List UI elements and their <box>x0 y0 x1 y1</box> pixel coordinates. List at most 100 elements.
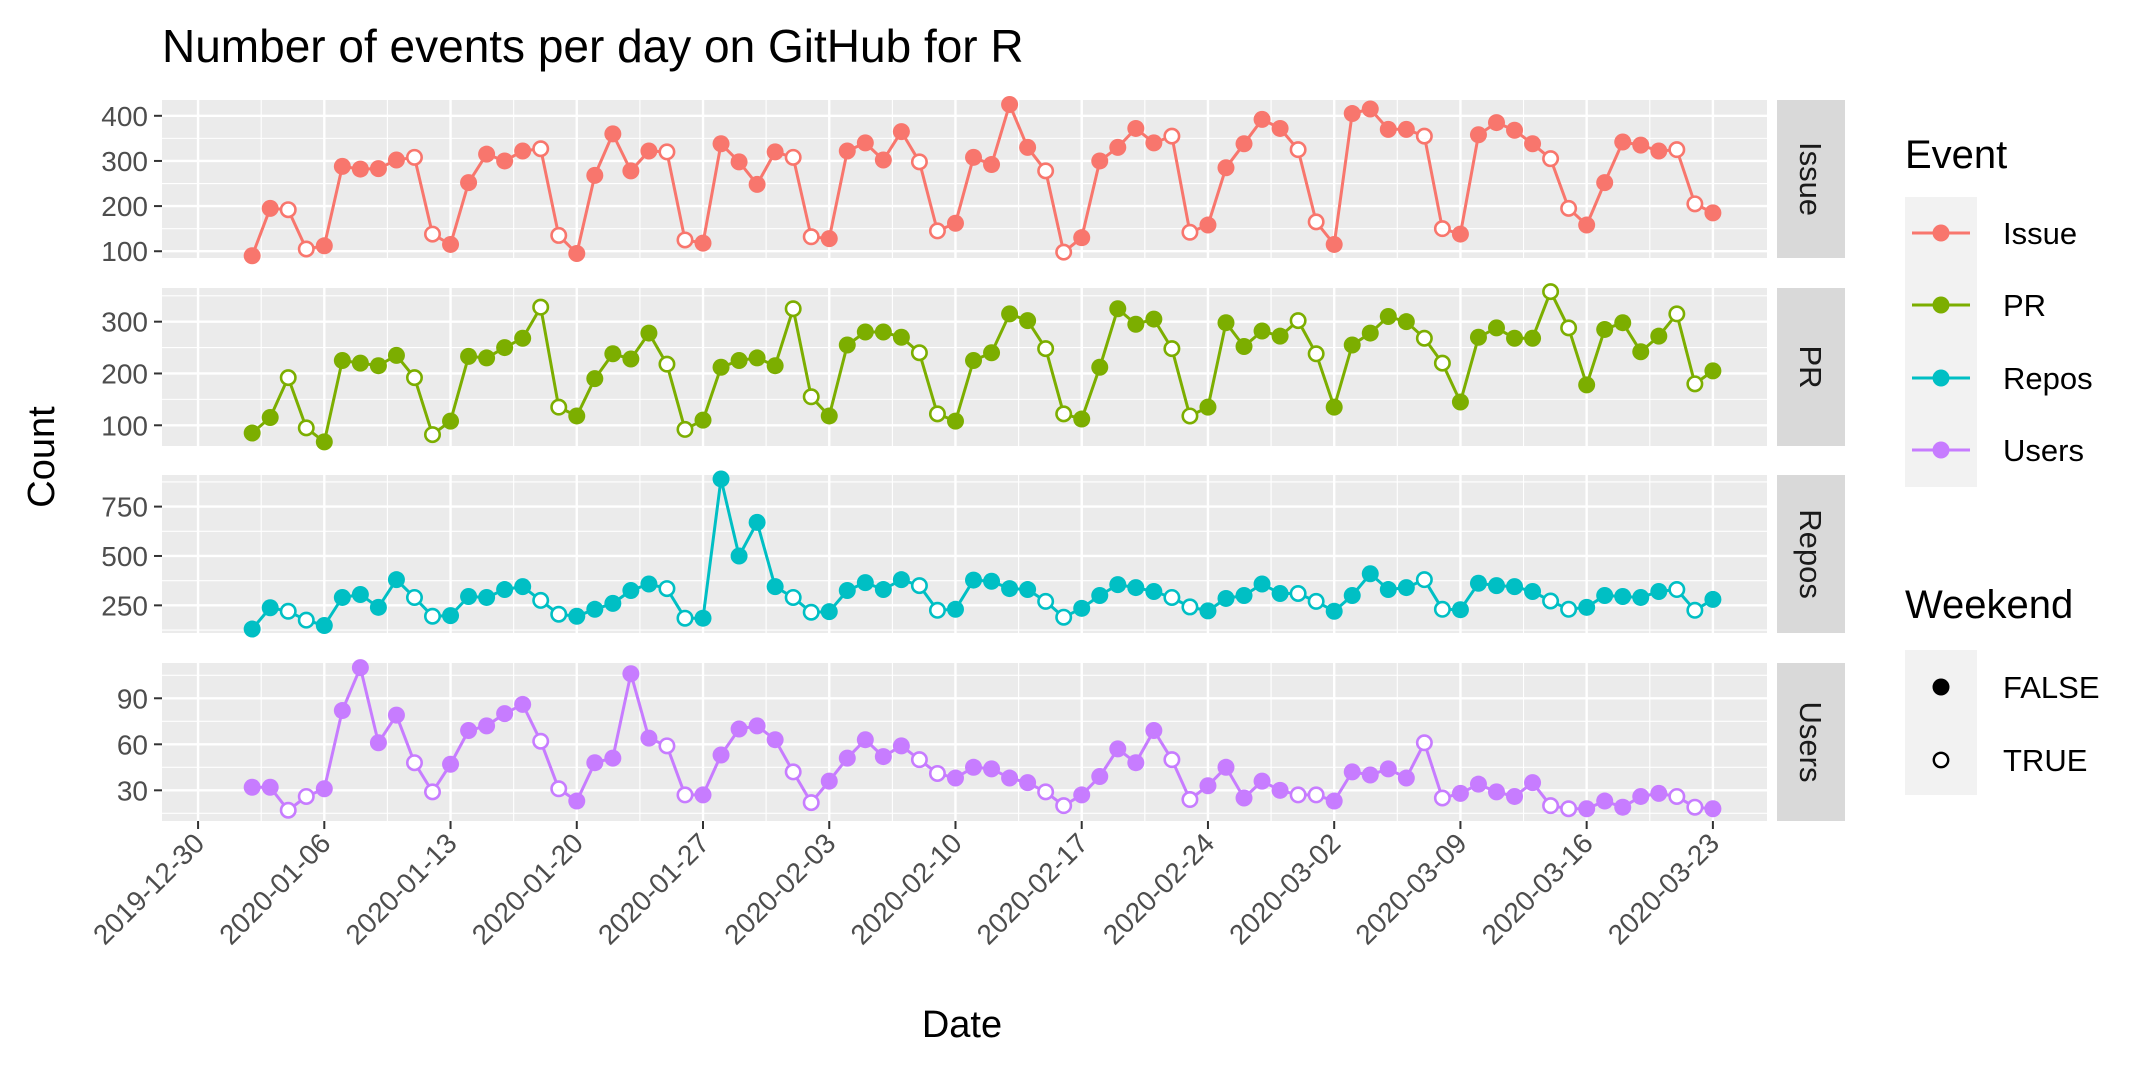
data-point <box>622 162 640 180</box>
data-point <box>640 575 658 593</box>
data-point <box>1145 721 1163 739</box>
data-point-weekend <box>532 140 550 158</box>
data-point <box>965 758 983 776</box>
data-point-weekend <box>405 148 423 166</box>
data-point <box>766 578 784 596</box>
data-point <box>730 153 748 171</box>
data-point <box>946 214 964 232</box>
x-axis-title: Date <box>922 1004 1002 1046</box>
data-point-weekend <box>1181 407 1199 425</box>
data-point <box>243 424 261 442</box>
chart-title: Number of events per day on GitHub for R <box>162 20 1024 72</box>
strip-background <box>1777 100 1845 258</box>
data-point <box>514 578 532 596</box>
data-point <box>1199 777 1217 795</box>
data-point <box>1451 225 1469 243</box>
data-point-weekend <box>424 783 442 801</box>
x-tick-label: 2020-02-10 <box>845 827 968 950</box>
y-axis-title: Count <box>21 406 63 508</box>
data-point <box>604 125 622 143</box>
data-point <box>442 607 460 625</box>
data-point-weekend <box>1542 283 1560 301</box>
data-point <box>748 717 766 735</box>
data-point-weekend <box>658 580 676 598</box>
data-point <box>1397 579 1415 597</box>
data-point <box>604 345 622 363</box>
data-point <box>1578 216 1596 234</box>
data-point <box>1578 800 1596 818</box>
data-point <box>369 734 387 752</box>
data-point-weekend <box>1289 141 1307 159</box>
x-tick-label: 2020-03-16 <box>1476 827 1599 950</box>
data-point-weekend <box>550 780 568 798</box>
data-point <box>387 151 405 169</box>
data-point-weekend <box>532 732 550 750</box>
legend-label: Users <box>2003 433 2084 468</box>
y-tick-label: 200 <box>101 191 148 222</box>
data-point <box>1469 328 1487 346</box>
legend-key-background <box>1905 650 1977 795</box>
series-line-pr <box>251 290 1714 444</box>
panel-pr: 100 200 300 PR <box>101 283 1845 451</box>
data-point-weekend <box>405 754 423 772</box>
data-point-weekend <box>928 222 946 240</box>
strip-label: Repos <box>1793 509 1828 599</box>
data-point <box>1379 307 1397 325</box>
data-point <box>478 349 496 367</box>
data-point <box>712 358 730 376</box>
data-point-weekend <box>1163 127 1181 145</box>
data-point <box>1109 138 1127 156</box>
data-point <box>604 594 622 612</box>
data-point-weekend <box>676 786 694 804</box>
legend-entry-users: Users <box>1912 433 2084 468</box>
data-point <box>1614 133 1632 151</box>
data-point-weekend <box>910 751 928 769</box>
data-point <box>622 582 640 600</box>
strip-background <box>1777 475 1845 633</box>
data-point <box>1704 362 1722 380</box>
data-point <box>568 244 586 262</box>
data-point <box>1397 769 1415 787</box>
data-point <box>1109 300 1127 318</box>
data-point-weekend <box>1181 791 1199 809</box>
data-point-weekend <box>784 300 802 318</box>
data-point-weekend <box>550 226 568 244</box>
data-point-weekend <box>1686 195 1704 213</box>
legend-label: Repos <box>2003 361 2093 396</box>
data-point <box>965 571 983 589</box>
x-tick-label: 2020-02-17 <box>971 827 1094 950</box>
data-point-weekend <box>676 420 694 438</box>
data-point <box>1073 229 1091 247</box>
data-point <box>1469 574 1487 592</box>
data-point <box>1001 305 1019 323</box>
data-point <box>694 234 712 252</box>
panel-users: 30 60 90 Users <box>117 659 1845 821</box>
data-point <box>694 786 712 804</box>
data-point <box>1091 586 1109 604</box>
data-point <box>333 157 351 175</box>
data-point <box>1325 398 1343 416</box>
data-point <box>1506 787 1524 805</box>
data-point <box>1704 204 1722 222</box>
data-point <box>1596 586 1614 604</box>
data-point <box>1614 314 1632 332</box>
data-point-weekend <box>532 298 550 316</box>
data-point <box>1506 121 1524 139</box>
data-point <box>1325 602 1343 620</box>
data-point-weekend <box>1055 405 1073 423</box>
data-point-weekend <box>297 611 315 629</box>
data-point <box>1325 235 1343 253</box>
data-point <box>315 616 333 634</box>
data-point <box>1596 174 1614 192</box>
data-point-weekend <box>1289 312 1307 330</box>
strip-label: Users <box>1793 702 1828 783</box>
data-point-weekend <box>279 602 297 620</box>
data-point <box>1109 740 1127 758</box>
data-point <box>478 717 496 735</box>
data-point-weekend <box>802 228 820 246</box>
data-point <box>1253 322 1271 340</box>
data-point-weekend <box>910 577 928 595</box>
data-point <box>586 600 604 618</box>
data-point <box>874 323 892 341</box>
data-point <box>965 352 983 370</box>
